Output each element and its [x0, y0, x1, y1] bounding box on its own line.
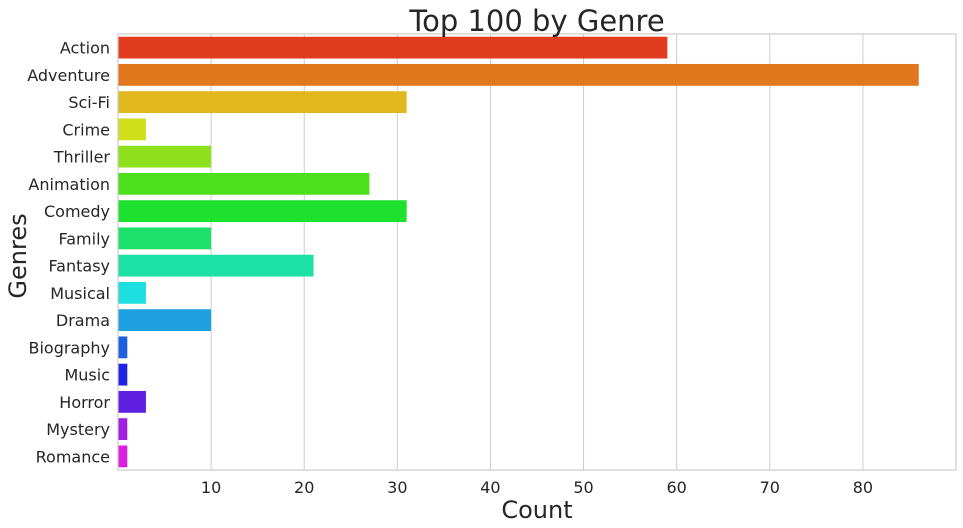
bar-action [118, 36, 668, 59]
x-tick-labels: 10 20 30 40 50 60 70 80 [201, 478, 873, 497]
chart-title: Top 100 by Genre [408, 4, 664, 38]
y-tick-label: Adventure [27, 66, 110, 85]
y-tick-label: Music [64, 366, 110, 385]
y-axis-title: Genres [4, 213, 32, 298]
y-tick-label: Biography [28, 338, 110, 357]
bar-sci-fi [118, 91, 407, 114]
bar-thriller [118, 145, 212, 168]
y-tick-label: Comedy [44, 202, 110, 221]
y-tick-labels: Action Adventure Sci-Fi Crime Thriller Animat… [27, 39, 110, 467]
x-tick-label: 60 [666, 478, 686, 497]
bar-fantasy [118, 254, 314, 277]
x-tick-label: 40 [480, 478, 500, 497]
y-tick-label: Thriller [53, 148, 111, 167]
x-tick-label: 50 [573, 478, 593, 497]
x-tick-label: 30 [387, 478, 407, 497]
y-tick-label: Family [59, 229, 110, 248]
bar-adventure [118, 63, 919, 86]
x-tick-label: 20 [294, 478, 314, 497]
bar-musical [118, 281, 146, 304]
bar-romance [118, 445, 128, 468]
y-tick-label: Mystery [46, 420, 110, 439]
bar-comedy [118, 200, 407, 223]
y-tick-label: Crime [62, 120, 110, 139]
x-tick-label: 70 [760, 478, 780, 497]
x-tick-label: 80 [853, 478, 873, 497]
bar-music [118, 363, 128, 386]
bar-family [118, 227, 212, 250]
y-tick-label: Drama [56, 311, 110, 330]
bar-mystery [118, 418, 128, 441]
bar-crime [118, 118, 146, 141]
bars-group [118, 36, 919, 468]
bar-biography [118, 336, 128, 359]
y-tick-label: Sci-Fi [68, 93, 110, 112]
y-tick-label: Musical [50, 284, 110, 303]
y-tick-label: Horror [59, 393, 110, 412]
y-tick-label: Romance [36, 447, 110, 466]
y-tick-label: Animation [28, 175, 110, 194]
y-tick-label: Fantasy [48, 257, 110, 276]
y-tick-label: Action [60, 39, 110, 58]
bar-drama [118, 309, 212, 332]
x-tick-label: 10 [201, 478, 221, 497]
plot-frame [117, 33, 957, 471]
bar-animation [118, 172, 370, 195]
x-axis-title: Count [501, 496, 572, 524]
bar-horror [118, 390, 146, 413]
